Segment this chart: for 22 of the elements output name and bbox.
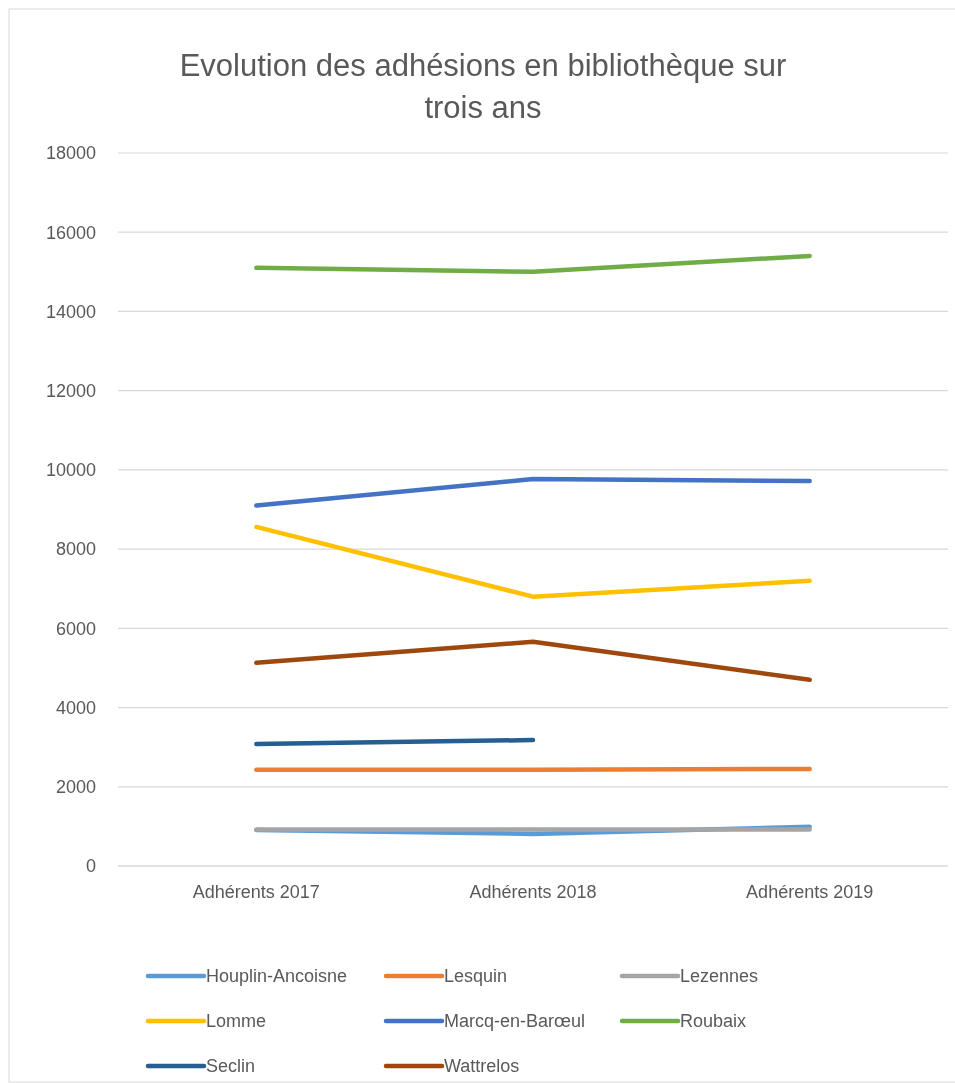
legend-label: Houplin-Ancoisne <box>206 966 348 987</box>
y-tick-label: 14000 <box>45 301 96 322</box>
legend-label: Wattrelos <box>444 1056 520 1077</box>
y-tick-label: 8000 <box>55 539 96 560</box>
y-tick-label: 4000 <box>55 697 96 718</box>
y-tick-label: 16000 <box>45 222 96 243</box>
legend-label: Roubaix <box>680 1011 747 1032</box>
y-tick-label: 18000 <box>45 143 96 164</box>
legend-label: Lezennes <box>680 966 759 987</box>
legend-label: Seclin <box>206 1056 256 1077</box>
chart-title: Evolution des adhésions en bibliothèque sur trois ans <box>179 48 787 125</box>
x-tick-label: Adhérents 2017 <box>192 882 320 902</box>
y-tick-label: 10000 <box>45 460 96 481</box>
x-tick-label: Adhérents 2019 <box>746 882 874 902</box>
y-tick-label: 0 <box>85 856 96 877</box>
legend-label: Lomme <box>206 1011 267 1032</box>
y-tick-label: 12000 <box>45 380 96 401</box>
y-tick-label: 6000 <box>55 618 96 639</box>
legend-label: Lesquin <box>444 966 508 987</box>
legend-label: Marcq-en-Barœul <box>444 1011 586 1032</box>
y-tick-label: 2000 <box>55 777 96 798</box>
x-tick-label: Adhérents 2018 <box>469 882 597 902</box>
